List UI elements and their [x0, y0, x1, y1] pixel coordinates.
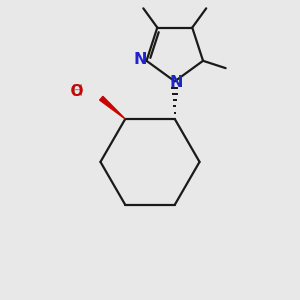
- Polygon shape: [100, 96, 125, 119]
- Text: N: N: [134, 52, 147, 67]
- Text: H: H: [72, 84, 83, 99]
- Text: N: N: [169, 75, 182, 90]
- Text: O: O: [60, 84, 83, 99]
